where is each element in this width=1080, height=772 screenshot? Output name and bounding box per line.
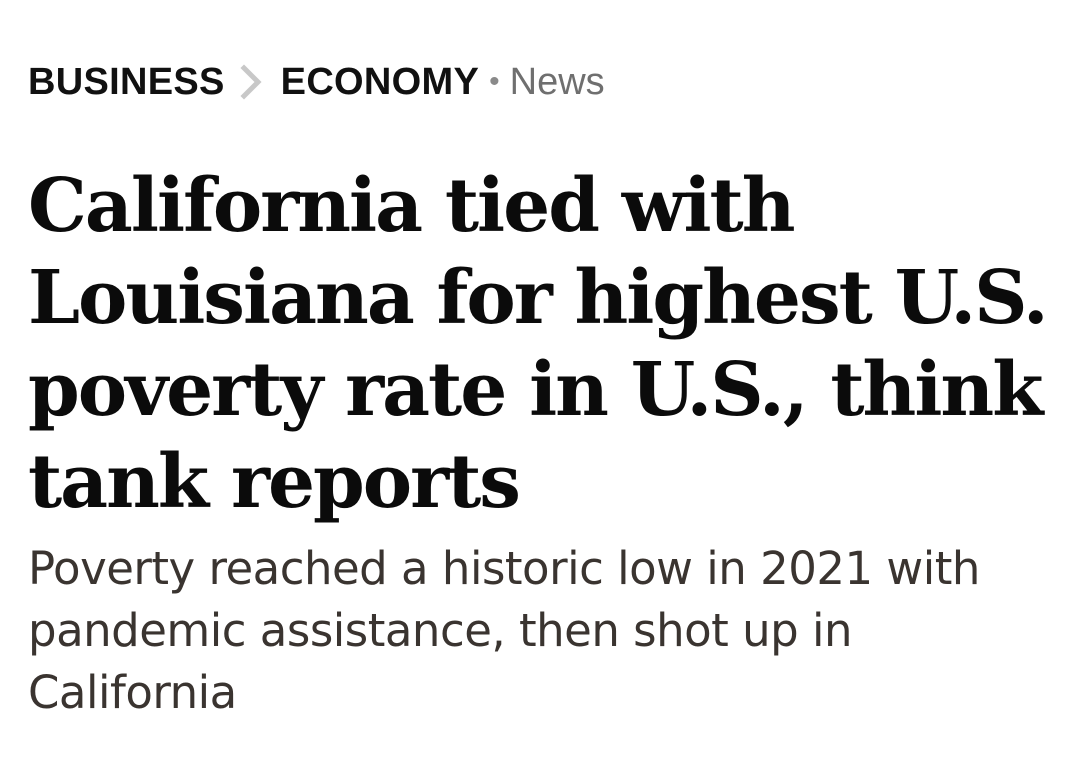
chevron-right-icon (235, 62, 267, 102)
breadcrumb-economy-link[interactable]: ECONOMY (280, 60, 480, 103)
breadcrumb: BUSINESS ECONOMY • News (28, 58, 605, 106)
separator-dot: • (489, 65, 500, 98)
headline: California tied with Louisiana for highe… (28, 163, 1049, 525)
breadcrumb-business-link[interactable]: BUSINESS (28, 60, 225, 103)
content-type-label: News (509, 60, 605, 103)
subheadline: Poverty reached a historic low in 2021 w… (28, 542, 980, 719)
